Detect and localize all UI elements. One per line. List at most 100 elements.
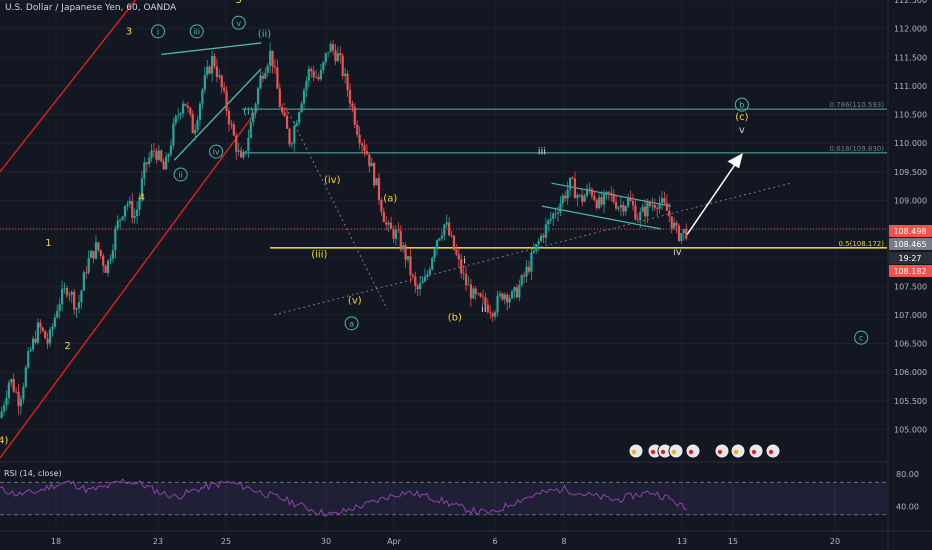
wave-label: v — [739, 125, 745, 136]
price-marker-label: 108.465 — [893, 240, 926, 249]
candle — [220, 74, 223, 94]
candle — [210, 50, 214, 82]
candle — [254, 102, 257, 118]
candle-body — [208, 66, 211, 74]
economic-event-icon[interactable] — [628, 443, 644, 459]
candle-body — [656, 208, 659, 209]
candle — [116, 215, 119, 231]
candle — [409, 249, 412, 284]
economic-event-icon[interactable] — [685, 443, 701, 459]
candle — [525, 259, 528, 283]
candle-body — [41, 327, 44, 332]
candle — [172, 118, 175, 149]
candle — [399, 225, 402, 253]
candle — [344, 67, 347, 84]
candle — [60, 280, 64, 312]
candle-body — [588, 188, 591, 190]
candle — [491, 311, 494, 322]
candle — [138, 193, 141, 216]
candle-body — [643, 206, 647, 217]
candle-body — [474, 288, 477, 295]
candle — [544, 217, 548, 244]
candle — [94, 235, 98, 260]
wave-circle — [209, 144, 224, 159]
wave-label: (b) — [448, 313, 462, 324]
candle — [605, 190, 608, 200]
candle — [428, 266, 431, 277]
candle-body — [375, 178, 378, 186]
economic-event-icon[interactable] — [765, 443, 781, 459]
candle — [283, 107, 286, 118]
economic-event-icon[interactable] — [748, 443, 764, 459]
candle-body — [360, 143, 364, 146]
candle-body — [452, 235, 456, 250]
candle — [377, 173, 381, 206]
candle-body — [145, 162, 148, 165]
economic-event-icon[interactable] — [657, 443, 673, 459]
candle-body — [539, 235, 543, 242]
candle — [406, 256, 410, 263]
economic-event-icon[interactable] — [730, 443, 746, 459]
candle — [411, 273, 414, 280]
wave-label: (i) — [243, 107, 254, 118]
candle-body — [399, 231, 402, 250]
candle — [566, 181, 569, 205]
candle — [63, 282, 66, 294]
candle-body — [365, 151, 368, 155]
candle-body — [206, 66, 209, 75]
candle-body — [515, 287, 518, 298]
candle — [479, 292, 482, 298]
candle-body — [377, 178, 381, 200]
candle-body — [293, 125, 296, 144]
candle-body — [583, 195, 586, 202]
economic-event-icon[interactable] — [714, 443, 730, 459]
candle-body — [462, 273, 465, 275]
event-dot — [768, 449, 774, 455]
candle-body — [290, 143, 294, 145]
candle-body — [77, 302, 81, 309]
candle — [576, 192, 579, 207]
candle — [126, 200, 129, 211]
candle — [636, 213, 639, 221]
arrow-shaft — [686, 154, 743, 236]
candle — [496, 290, 499, 317]
candle-body — [135, 209, 139, 217]
candle — [387, 220, 390, 233]
candle — [445, 214, 448, 229]
rsi-pane — [0, 461, 887, 517]
candle-body — [535, 244, 538, 251]
candle-body — [256, 88, 260, 105]
wave-circle — [189, 24, 204, 39]
event-icons[interactable] — [628, 443, 781, 459]
candle-body — [634, 205, 637, 220]
candle — [34, 330, 37, 345]
candle-body — [363, 145, 366, 152]
candle-body — [247, 137, 250, 152]
event-circle — [748, 443, 764, 459]
candle — [133, 208, 136, 224]
candle-body — [651, 204, 654, 206]
candle — [276, 59, 279, 89]
candle — [5, 390, 8, 411]
candle-body — [46, 338, 49, 344]
candle-body — [259, 75, 262, 89]
candle — [612, 189, 615, 204]
candle — [581, 189, 584, 207]
candle-body — [385, 222, 388, 225]
candle-body — [373, 162, 376, 186]
candle-body — [128, 201, 131, 205]
candle-body — [223, 87, 226, 91]
candle-body — [670, 216, 673, 229]
candle — [145, 161, 148, 173]
candle — [614, 194, 618, 211]
candle — [271, 50, 274, 74]
price-axis: 112.500 112.000 111.500 111.000 110.500 110.0… — [887, 0, 927, 550]
x-tick-label: 30 — [321, 537, 331, 546]
candle — [617, 205, 620, 212]
candle-body — [658, 202, 661, 209]
candle — [651, 197, 654, 212]
candle-body — [411, 274, 414, 277]
economic-event-icon[interactable] — [668, 443, 684, 459]
event-dot — [660, 449, 666, 455]
